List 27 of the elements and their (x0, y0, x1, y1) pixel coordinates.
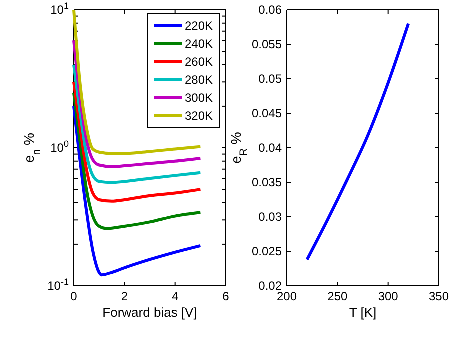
x-tick-label: 6 (222, 290, 230, 304)
y-tick-label: 0.025 (252, 244, 282, 258)
line-series (306, 22, 410, 262)
y-tick-label: 10$^{1}$ (50, 0, 69, 17)
legend-label: 260K (185, 55, 214, 69)
x-axis-title: Forward bias [V] (102, 305, 198, 320)
legend-label: 240K (185, 37, 214, 51)
x-tick-label: 2 (121, 290, 128, 304)
y-tick-label: 0.04 (258, 140, 282, 155)
x-axis-title: T [K] (349, 305, 377, 320)
legend-label: 220K (185, 19, 214, 33)
y-tick-label: 10$^{0}$ (50, 138, 69, 155)
y-tick-label: 0.05 (258, 72, 282, 86)
legend-label: 280K (185, 73, 214, 87)
x-tick-label: 0 (70, 290, 78, 304)
x-tick-label: 300 (378, 290, 399, 304)
x-tick-label: 350 (428, 290, 450, 304)
y-tick-label: 10$^{-1}$ (48, 276, 69, 293)
legend-label: 300K (185, 91, 214, 105)
y-tick-label: 0.055 (252, 37, 282, 52)
y-tick-label: 0.03 (258, 210, 282, 224)
y-tick-label: 0.035 (252, 175, 282, 190)
y-tick-label: 0.06 (258, 2, 282, 17)
x-tick-label: 250 (328, 290, 348, 304)
x-tick-label: 4 (172, 290, 179, 304)
legend-label: 320K (185, 109, 214, 123)
y-tick-label: 0.045 (252, 106, 282, 120)
